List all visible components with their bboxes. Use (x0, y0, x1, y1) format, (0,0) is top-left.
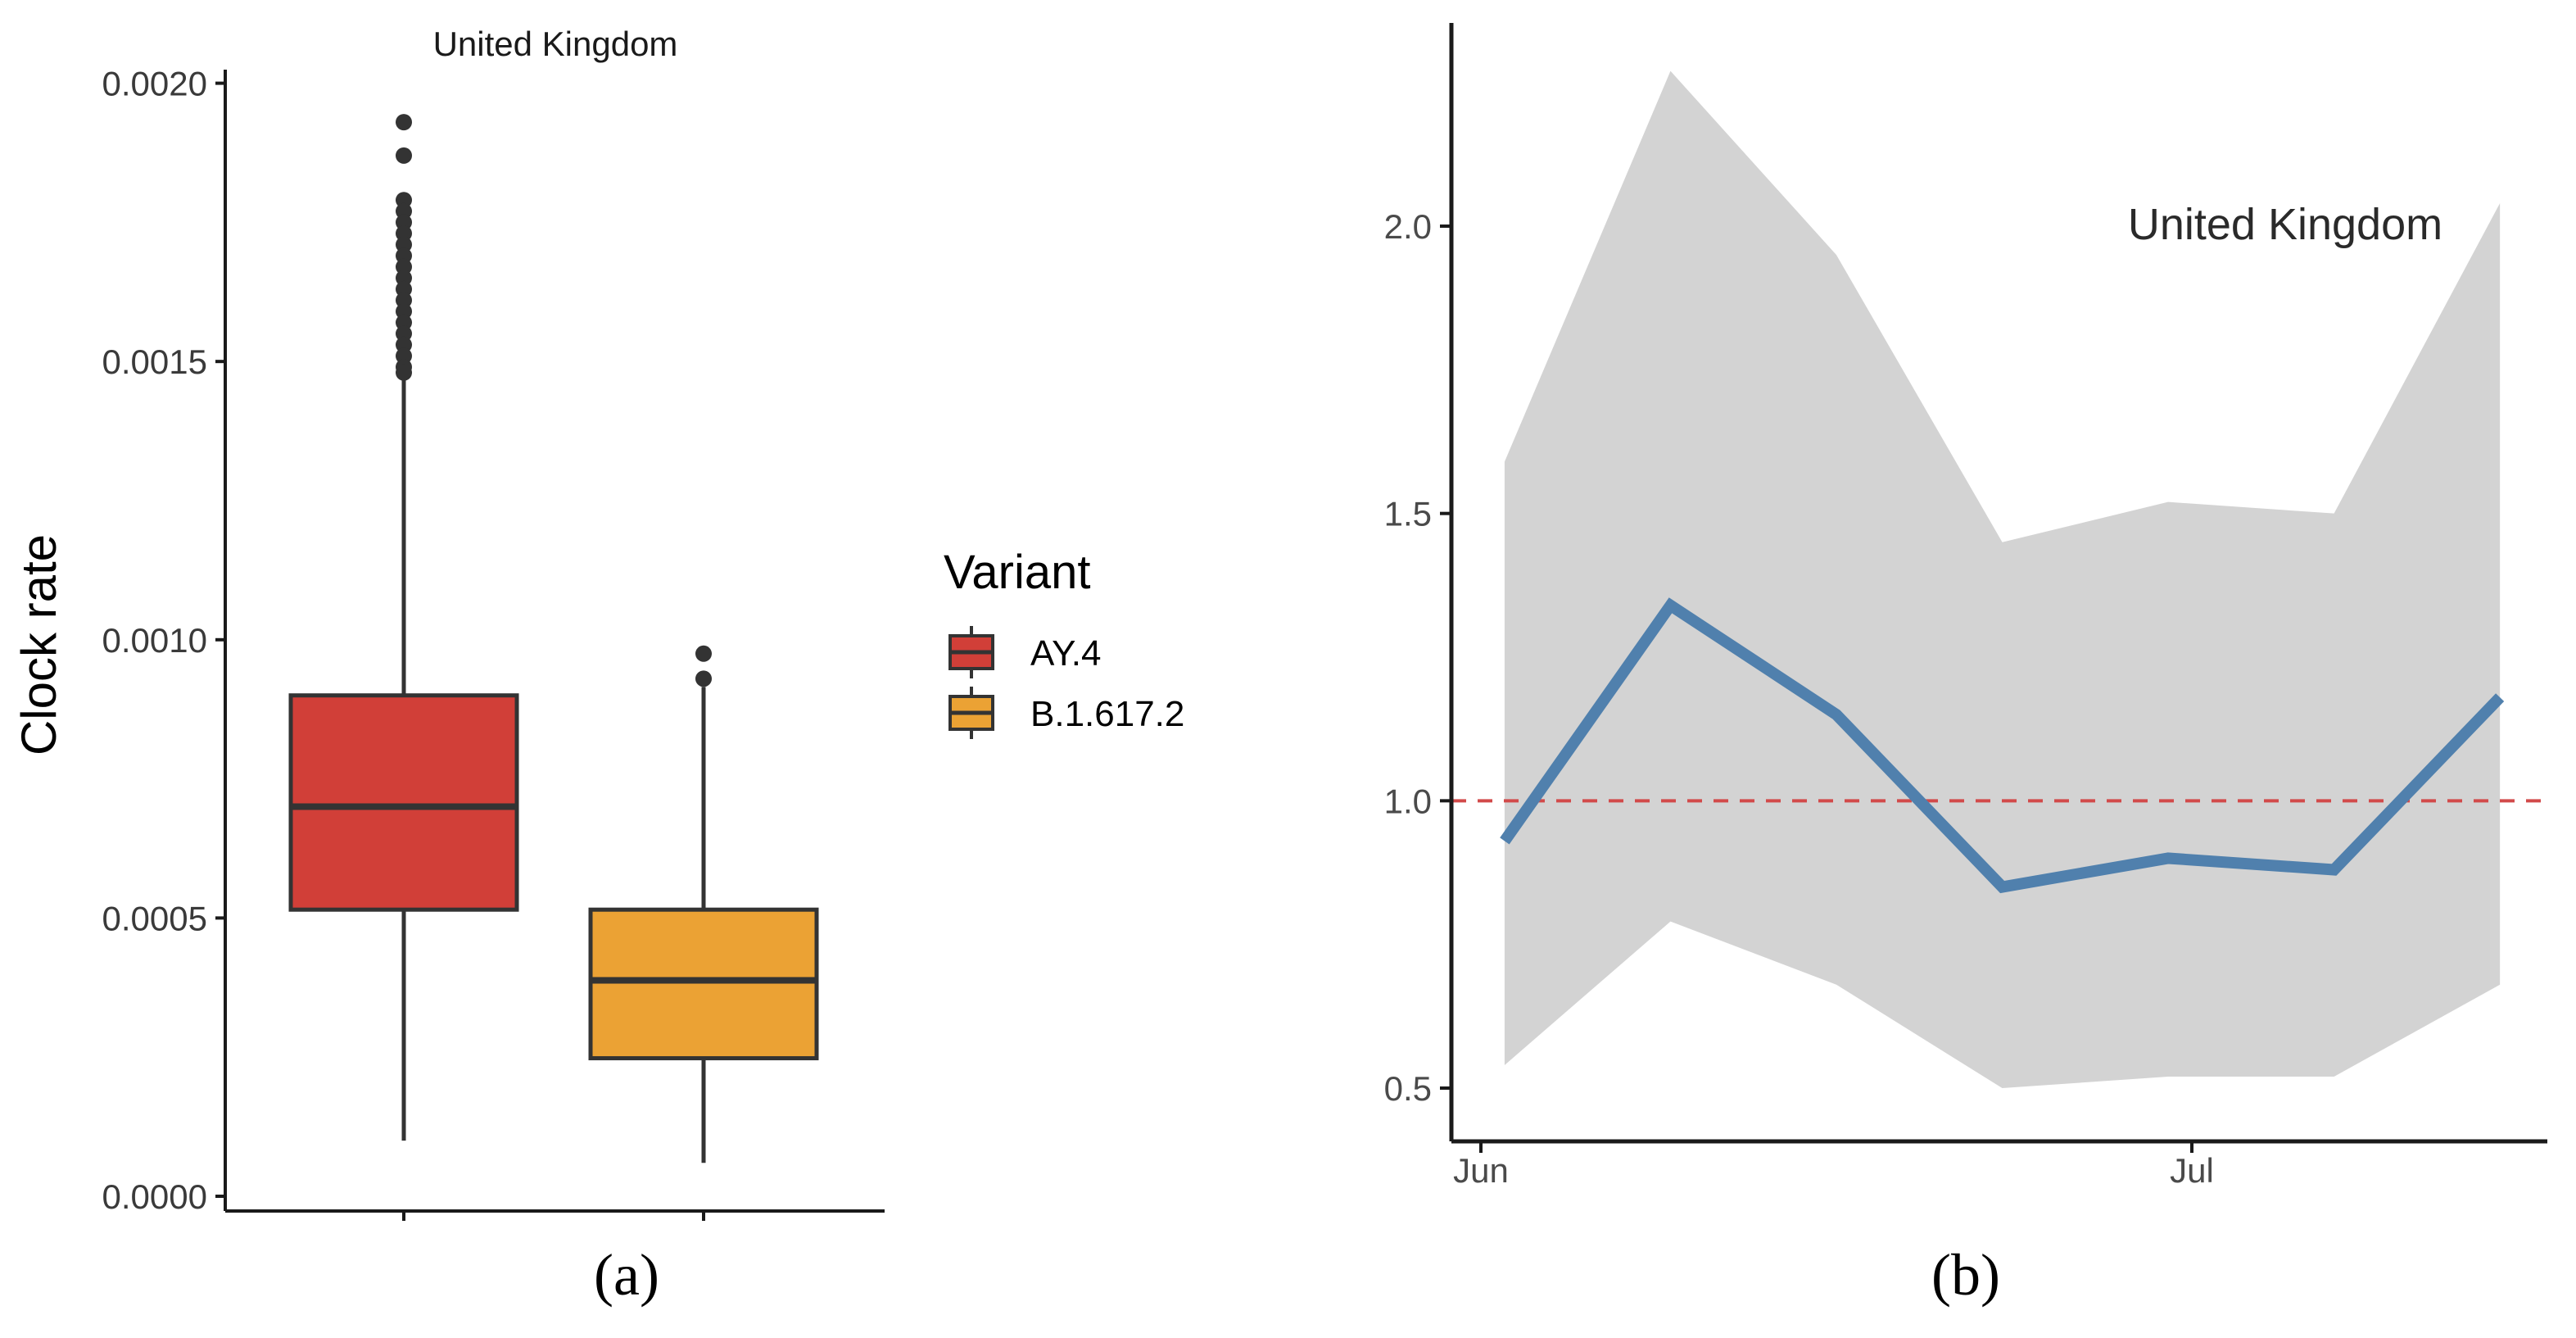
outlier-point (695, 645, 712, 662)
box-b16172 (588, 645, 819, 1163)
panel-a-y-ticks: 0.0000 0.0005 0.0010 0.0015 0.0020 (102, 65, 225, 1216)
panel-b-annotation: United Kingdom (2128, 200, 2442, 249)
panel-a-y-tick-label: 0.0020 (102, 65, 207, 103)
outlier-point (695, 670, 712, 687)
variant-legend: Variant AY.4 B.1.617.2 (944, 546, 1184, 739)
box-ay4 (288, 114, 519, 1141)
panel-a-y-tick-label: 0.0010 (102, 621, 207, 660)
legend-title: Variant (944, 546, 1090, 599)
outlier-point (396, 147, 412, 164)
interquartile-box (288, 693, 519, 912)
panel-b-caption: (b) (1931, 1242, 2000, 1308)
panel-b-series-line (1500, 597, 2505, 894)
panel-b-x-tick-label: Jun (1453, 1151, 1509, 1190)
panel-a-y-tick-label: 0.0000 (102, 1177, 207, 1216)
legend-key-b16172 (948, 687, 994, 739)
outlier-point (396, 114, 412, 131)
legend-key-ay4 (948, 626, 994, 678)
panel-a-axes (224, 70, 885, 1221)
panel-a-caption: (a) (594, 1242, 659, 1308)
legend-entry-b16172: B.1.617.2 (1030, 694, 1184, 734)
panel-a-boxes (288, 114, 819, 1163)
outlier-point (396, 364, 412, 381)
legend-entry-ay4: AY.4 (1030, 633, 1101, 674)
confidence-band (1504, 70, 2501, 1088)
panel-b-y-tick-label: 1.0 (1384, 782, 1432, 820)
panel-b-confidence-ribbon (1504, 70, 2501, 1088)
panel-b-y-tick-label: 0.5 (1384, 1069, 1432, 1108)
panel-a-y-tick-label: 0.0015 (102, 342, 207, 381)
panel-b-axes: 0.5 1.0 1.5 2.0 Jun Jul (1384, 23, 2547, 1190)
panel-a-y-tick-label: 0.0005 (102, 899, 207, 937)
panel-a-boxplot: United Kingdom Clock rate 0.00000.00050.… (11, 25, 1184, 1308)
panel-b-y-tick-label: 1.5 (1384, 495, 1432, 533)
panel-b-x-tick-label: Jul (2170, 1151, 2214, 1190)
panel-a-title: United Kingdom (433, 25, 678, 63)
interquartile-box (588, 907, 819, 1061)
panel-a-y-axis-label: Clock rate (11, 534, 66, 755)
panel-b-line-chart: 0.5 1.0 1.5 2.0 Jun Jul United Kingdom (b) (1384, 23, 2547, 1308)
panel-b-y-tick-label: 2.0 (1384, 207, 1432, 246)
